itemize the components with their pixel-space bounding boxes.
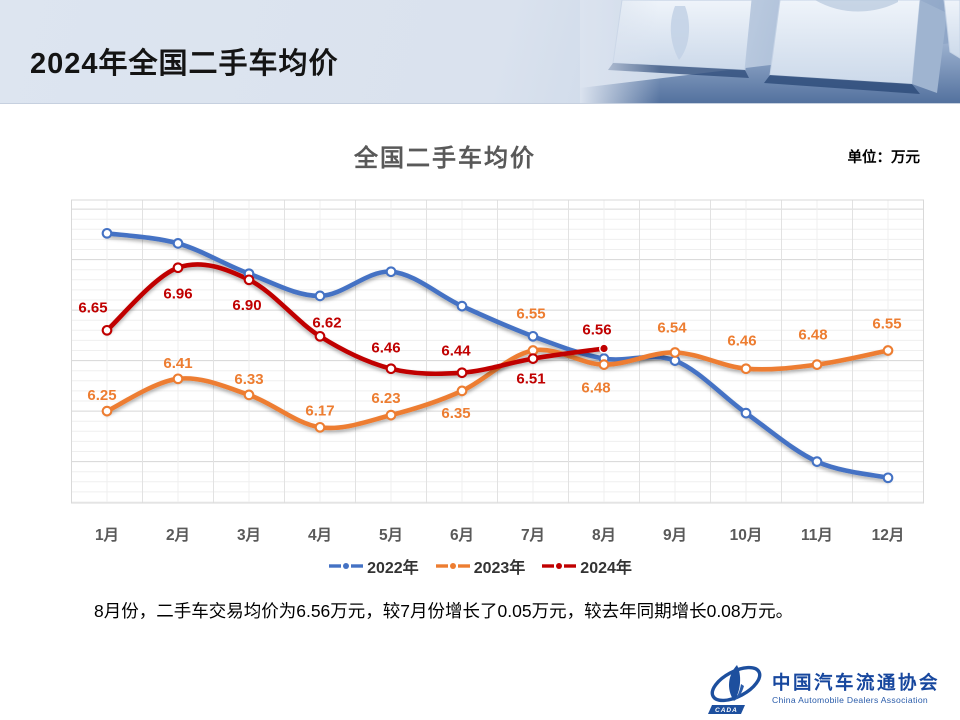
data-point xyxy=(243,268,255,280)
data-point xyxy=(811,456,823,467)
data-label: 6.62 xyxy=(312,314,341,331)
legend-marker-2024-icon xyxy=(542,563,577,569)
data-point xyxy=(314,290,326,302)
legend-marker-2022-icon xyxy=(329,563,364,569)
data-label: 6.96 xyxy=(163,286,192,303)
logo-cada-badge: CADA xyxy=(715,707,738,714)
data-point xyxy=(243,389,255,401)
logo-name-cn: 中国汽车流通协会 xyxy=(771,672,940,694)
data-point xyxy=(101,324,113,336)
data-label: 6.55 xyxy=(516,306,545,323)
unit-label: 单位：万元 xyxy=(847,150,921,166)
data-point xyxy=(669,355,681,366)
data-label: 6.54 xyxy=(657,320,687,337)
data-point xyxy=(527,353,539,364)
chart-title: 全国二手车均价 xyxy=(354,145,536,172)
cada-logo: CADA 中国汽车流通协会 China Automobile Dealers A… xyxy=(707,663,940,715)
data-label: 6.33 xyxy=(234,371,263,388)
legend-label-2024: 2024年 xyxy=(580,560,632,577)
x-axis-label: 6月 xyxy=(450,526,474,544)
data-point xyxy=(243,274,255,286)
page-title: 2024年全国二手车均价 xyxy=(30,48,339,80)
data-point xyxy=(385,266,397,278)
legend-item-2022: 2022年 xyxy=(328,554,419,578)
logo-swoosh-icon: CADA xyxy=(707,665,762,714)
data-label: 6.48 xyxy=(798,327,827,344)
logo-name-en: China Automobile Dealers Association xyxy=(771,694,929,705)
data-label: 6.17 xyxy=(305,402,334,419)
data-point xyxy=(882,472,894,484)
data-label: 6.46 xyxy=(371,340,400,357)
legend-label-2022: 2022年 xyxy=(367,560,419,577)
series-line-2023年 xyxy=(104,347,891,431)
legend-label-2023: 2023年 xyxy=(473,560,526,577)
x-axis-label: 9月 xyxy=(663,526,687,544)
x-axis-label: 4月 xyxy=(308,526,332,544)
legend-item-2023: 2023年 xyxy=(435,554,526,578)
data-point xyxy=(172,238,184,249)
x-axis-label: 10月 xyxy=(730,526,763,544)
data-point xyxy=(456,367,468,379)
data-point xyxy=(740,363,752,375)
x-axis-label: 12月 xyxy=(872,526,905,544)
data-point xyxy=(740,407,752,419)
data-label: 6.90 xyxy=(232,297,261,314)
data-point xyxy=(527,330,539,342)
x-axis-label: 5月 xyxy=(379,526,403,544)
data-point xyxy=(598,353,610,364)
x-axis-label: 1月 xyxy=(95,526,119,544)
data-point xyxy=(101,405,113,417)
data-point xyxy=(101,227,113,239)
data-point xyxy=(599,343,610,354)
header-cubes-graphic xyxy=(580,0,960,103)
data-label: 6.41 xyxy=(163,355,192,372)
data-label: 6.35 xyxy=(441,405,470,422)
data-label: 6.44 xyxy=(441,343,471,360)
x-axis-label: 7月 xyxy=(521,526,545,544)
x-axis-label: 2月 xyxy=(166,526,190,544)
data-point xyxy=(598,359,610,370)
data-point xyxy=(811,359,823,370)
data-point xyxy=(669,347,681,358)
series-line-2022年 xyxy=(104,231,891,481)
data-point xyxy=(882,345,894,356)
data-label: 6.56 xyxy=(582,322,611,339)
data-point xyxy=(385,409,397,421)
x-axis-label: 8月 xyxy=(592,526,616,544)
legend-marker-2023-icon xyxy=(435,563,470,569)
x-axis-label: 11月 xyxy=(801,526,833,544)
data-label: 6.65 xyxy=(78,299,107,316)
data-point xyxy=(527,345,539,356)
legend-item-2024: 2024年 xyxy=(541,554,632,578)
data-label: 6.51 xyxy=(516,371,545,388)
data-label: 6.55 xyxy=(872,316,901,333)
data-point xyxy=(172,262,184,274)
series-line-2024年 xyxy=(104,262,607,377)
data-point xyxy=(172,373,184,385)
data-label: 6.25 xyxy=(87,387,116,404)
data-label: 6.46 xyxy=(727,333,756,350)
data-label: 6.23 xyxy=(371,390,400,407)
x-axis-label: 3月 xyxy=(237,526,261,544)
chart-legend: 2022年 2023年 2024年 xyxy=(0,554,960,578)
data-label: 6.48 xyxy=(581,380,610,397)
summary-text: 8月份，二手车交易均价为6.56万元，较7月份增长了0.05万元，较去年同期增长… xyxy=(94,601,794,621)
data-point xyxy=(385,363,397,375)
data-point xyxy=(456,385,468,397)
plot-border xyxy=(71,199,924,504)
data-point xyxy=(314,330,326,342)
header-band: 2024年全国二手车均价 xyxy=(0,0,960,104)
data-point xyxy=(456,300,468,312)
data-point xyxy=(314,421,326,433)
